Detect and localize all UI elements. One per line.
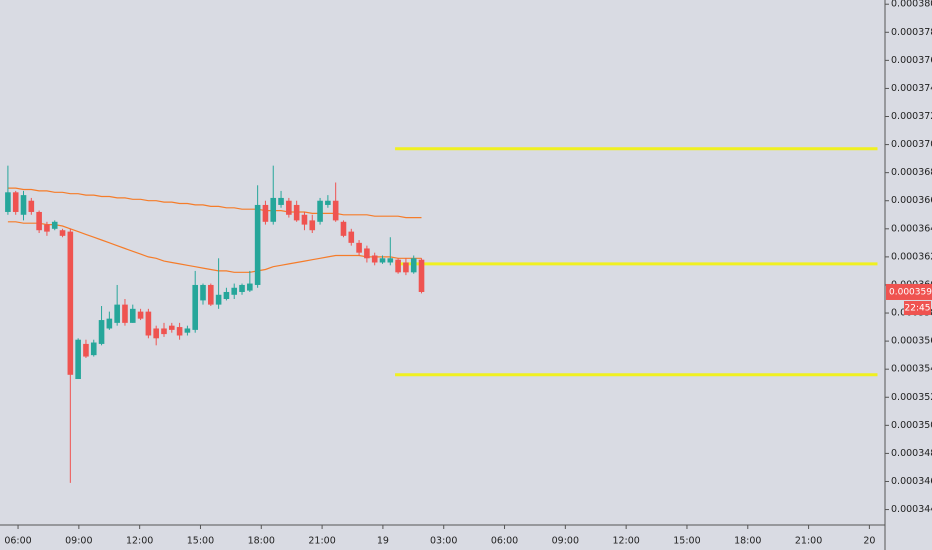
moving-average — [7, 221, 422, 273]
candle-body — [239, 284, 245, 292]
candle-body — [145, 311, 152, 336]
last-price-box — [886, 283, 932, 300]
candle-body — [184, 328, 191, 333]
last-price-label: 0.0003595 — [889, 287, 932, 297]
x-tick-label: 09:00 — [552, 536, 579, 547]
candle-body — [192, 284, 199, 330]
x-tick-label: 06:00 — [491, 536, 518, 547]
candle-body — [223, 291, 230, 299]
y-tick-label: 0.0003460 — [891, 476, 932, 487]
candle-body — [200, 284, 206, 301]
x-tick-label: 12:00 — [612, 536, 639, 547]
candle-body — [36, 211, 42, 231]
candle-body — [161, 328, 167, 335]
candle-body — [371, 255, 378, 263]
candle-body — [168, 325, 175, 330]
candle-body — [403, 262, 409, 273]
y-tick-label: 0.0003440 — [891, 504, 932, 515]
candle-body — [379, 258, 386, 263]
candle-body — [98, 320, 105, 344]
x-tick-label: 20 — [863, 536, 875, 547]
x-tick-label: 19 — [377, 536, 389, 547]
candle-body — [418, 259, 425, 292]
y-tick-label: 0.0003740 — [891, 83, 932, 94]
y-tick-label: 0.0003520 — [891, 392, 932, 403]
candle-body — [67, 231, 74, 375]
candle-body — [44, 224, 50, 232]
candle-body — [59, 230, 66, 236]
candle-body — [75, 339, 81, 380]
countdown-box — [904, 300, 931, 315]
y-tick-label: 0.0003480 — [891, 448, 932, 459]
x-tick-label: 21:00 — [308, 536, 335, 547]
candle-body — [12, 192, 19, 212]
candle-body — [5, 192, 11, 212]
countdown: 22:45 — [905, 303, 931, 313]
y-tick-label: 0.0003700 — [891, 139, 932, 150]
y-tick-label: 0.0003720 — [891, 111, 932, 122]
x-tick-label: 15:00 — [673, 536, 700, 547]
x-tick-label: 18:00 — [248, 536, 275, 547]
x-tick-label: 12:00 — [126, 536, 153, 547]
candle-body — [340, 221, 347, 236]
candle-body — [215, 294, 222, 305]
y-tick-label: 0.0003780 — [891, 27, 932, 38]
candle-body — [208, 284, 214, 305]
x-tick-label: 06:00 — [4, 536, 31, 547]
y-tick-label: 0.0003540 — [891, 364, 932, 375]
y-tick-label: 0.0003760 — [891, 55, 932, 66]
candle-body — [278, 197, 284, 205]
candle-body — [254, 204, 261, 285]
moving-average — [7, 187, 422, 219]
candle-body — [114, 304, 120, 323]
x-tick-label: 03:00 — [430, 536, 457, 547]
candle-body — [410, 258, 417, 273]
y-tick-label: 0.0003500 — [891, 420, 932, 431]
candle-body — [106, 318, 113, 329]
candle-body — [247, 283, 253, 291]
x-tick-label: 18:00 — [734, 536, 761, 547]
candle-body — [356, 242, 362, 253]
candle-body — [129, 308, 136, 323]
y-tick-label: 0.0003620 — [891, 251, 932, 262]
y-tick-label: 0.0003560 — [891, 336, 932, 347]
candle-body — [262, 204, 269, 222]
candle-body — [51, 221, 58, 229]
candle-body — [20, 195, 27, 215]
candle-body — [364, 248, 370, 259]
candle-body — [317, 200, 323, 222]
candle-body — [153, 328, 159, 339]
candle-body — [83, 343, 89, 357]
candle-body — [176, 327, 183, 336]
x-tick-label: 21:00 — [795, 536, 822, 547]
candle-body — [395, 259, 401, 273]
candle-body — [293, 204, 300, 221]
candle-body — [309, 220, 316, 231]
y-tick-label: 0.0003640 — [891, 223, 932, 234]
candle-body — [90, 342, 97, 356]
candle-body — [301, 214, 308, 225]
candle-body — [122, 304, 128, 323]
candle-body — [286, 200, 292, 215]
candle-body — [332, 200, 339, 221]
candle-body — [270, 197, 277, 222]
candle-body — [348, 231, 355, 243]
y-tick-label: 0.0003680 — [891, 167, 932, 178]
x-tick-label: 15:00 — [187, 536, 214, 547]
candle-body — [28, 200, 35, 212]
candle-body — [231, 287, 238, 295]
candle-body — [387, 258, 394, 263]
candle-body — [325, 200, 331, 205]
candle-body — [137, 311, 144, 319]
y-tick-label: 0.0003660 — [891, 195, 932, 206]
x-tick-label: 09:00 — [65, 536, 92, 547]
y-tick-label: 0.0003800 — [891, 0, 932, 10]
